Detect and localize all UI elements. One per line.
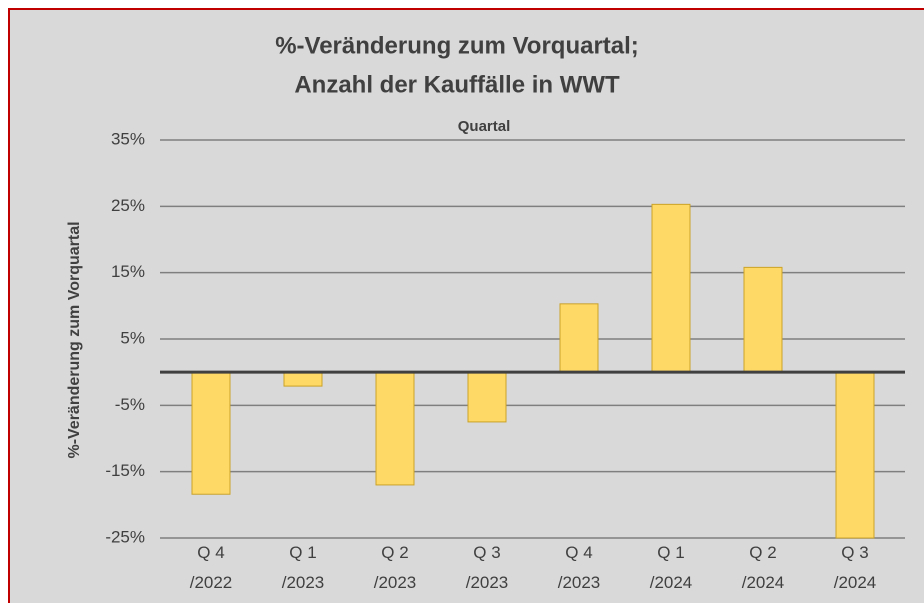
x-tick-label: Q 2/2024 bbox=[742, 543, 785, 592]
y-axis-label: %-Veränderung zum Vorquartal bbox=[66, 221, 83, 458]
chart-title: Anzahl der Kauffälle in WWT bbox=[294, 71, 620, 98]
x-tick-label: Q 3/2023 bbox=[466, 543, 509, 592]
bar bbox=[743, 266, 783, 373]
bar bbox=[835, 371, 875, 539]
bar bbox=[375, 371, 415, 486]
chart-title: %-Veränderung zum Vorquartal; bbox=[275, 32, 639, 59]
y-tick-label: 35% bbox=[111, 129, 145, 148]
bar bbox=[467, 371, 507, 423]
x-tick-label: Q 4/2022 bbox=[190, 543, 233, 592]
y-tick-label: 5% bbox=[120, 328, 145, 347]
y-tick-label: 25% bbox=[111, 196, 145, 215]
x-tick-label: Q 4/2023 bbox=[558, 543, 601, 592]
bar bbox=[651, 203, 691, 373]
bar bbox=[191, 371, 231, 495]
y-tick-label: -15% bbox=[105, 461, 145, 480]
x-tick-label: Q 1/2024 bbox=[650, 543, 693, 592]
bar bbox=[283, 371, 323, 387]
y-tick-label: -25% bbox=[105, 527, 145, 546]
y-tick-label: -5% bbox=[115, 395, 145, 414]
x-tick-label: Q 1/2023 bbox=[282, 543, 325, 592]
y-tick-label: 15% bbox=[111, 262, 145, 281]
bar bbox=[559, 303, 599, 373]
x-tick-label: Q 3/2024 bbox=[834, 543, 877, 592]
x-tick-label: Q 2/2023 bbox=[374, 543, 417, 592]
plot-area bbox=[191, 203, 875, 539]
x-axis-label: Quartal bbox=[458, 118, 511, 135]
